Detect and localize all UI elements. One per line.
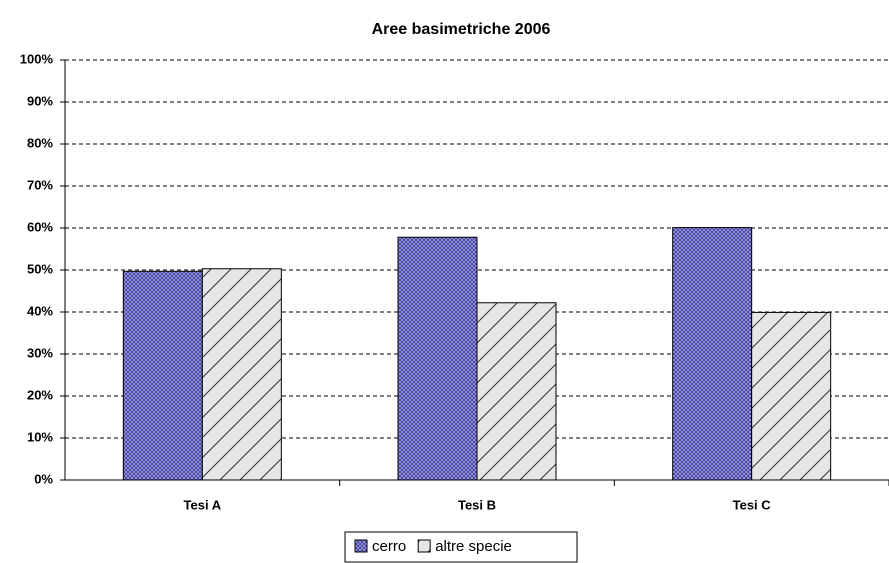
y-tick-label: 50% [27,261,53,276]
bar [476,302,557,481]
y-tick-label: 80% [27,135,53,150]
legend-label: cerro [372,538,406,555]
bar [122,270,203,481]
legend-box [344,531,578,563]
y-tick-label: 30% [27,345,53,360]
chart-title: Aree basimetriche 2006 [372,21,551,38]
y-tick-label: 60% [27,219,53,234]
y-tick-label: 40% [27,303,53,318]
y-tick-label: 0% [34,471,53,486]
bar [397,236,478,481]
y-tick-label: 10% [27,429,53,444]
x-tick-label: Tesi B [458,497,496,512]
bar [672,227,753,481]
x-tick-label: Tesi A [184,497,222,512]
y-tick-label: 20% [27,387,53,402]
y-tick-label: 70% [27,177,53,192]
x-tick-label: Tesi C [733,497,772,512]
legend: cerro altre specie [344,531,578,563]
bar [751,311,832,481]
legend-swatch [354,539,368,553]
legend-label: altre specie [435,538,512,555]
legend-swatch [417,539,431,553]
bar [201,268,282,481]
y-tick-label: 90% [27,93,53,108]
y-tick-label: 100% [20,51,54,66]
